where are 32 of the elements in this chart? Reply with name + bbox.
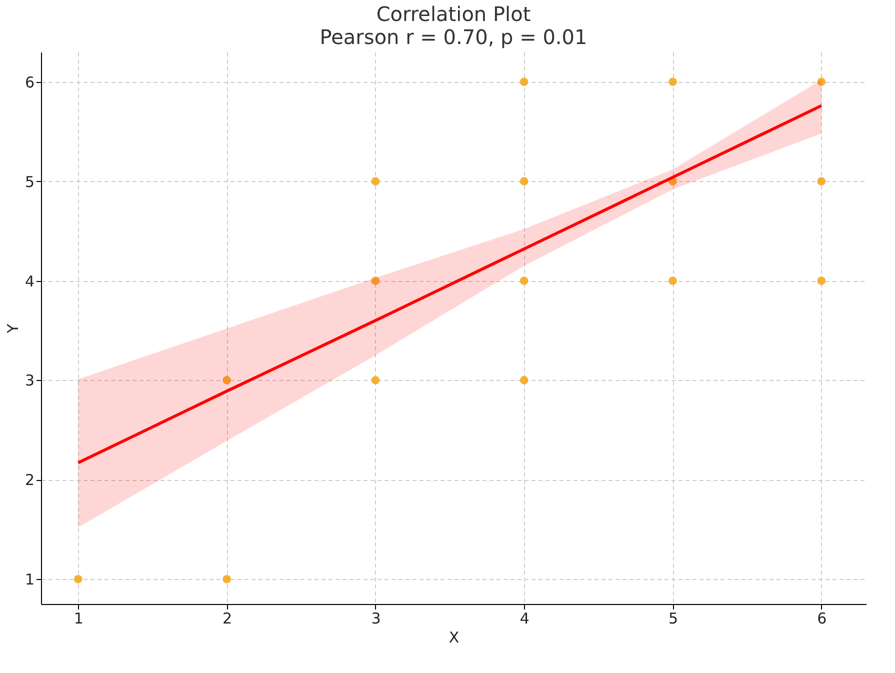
point: [520, 376, 528, 384]
y-tick-label: 5: [24, 172, 34, 191]
point: [520, 177, 528, 186]
y-tick-label: 4: [24, 272, 34, 290]
y-tick-label: 2: [24, 471, 34, 490]
point: [371, 376, 380, 384]
y-tick-label: 1: [24, 570, 34, 589]
point: [668, 276, 677, 285]
chart-subtitle: Pearson r = 0.70, p = 0.01: [320, 25, 588, 49]
point: [74, 574, 82, 584]
point: [817, 276, 826, 285]
chart-title: Correlation Plot: [376, 2, 531, 26]
x-tick-label: 1: [74, 610, 84, 628]
x-axis-title: X: [448, 628, 460, 646]
point: [222, 376, 231, 384]
point: [371, 177, 380, 186]
point: [817, 78, 826, 86]
point: [520, 276, 528, 285]
point: [222, 574, 231, 584]
point: [668, 78, 677, 86]
point: [371, 276, 380, 285]
x-tick-label: 6: [817, 610, 827, 628]
line-series: [76, 104, 823, 464]
y-tick-label: 3: [24, 372, 34, 390]
y-axis-title: Y: [4, 323, 22, 334]
x-tick-label: 4: [520, 610, 530, 628]
x-tick-label: 3: [371, 610, 381, 628]
x-tick-label: 5: [668, 610, 678, 628]
point: [817, 177, 826, 186]
point: [520, 78, 528, 86]
y-tick-label: 6: [24, 73, 34, 92]
x-tick-label: 2: [222, 610, 232, 628]
